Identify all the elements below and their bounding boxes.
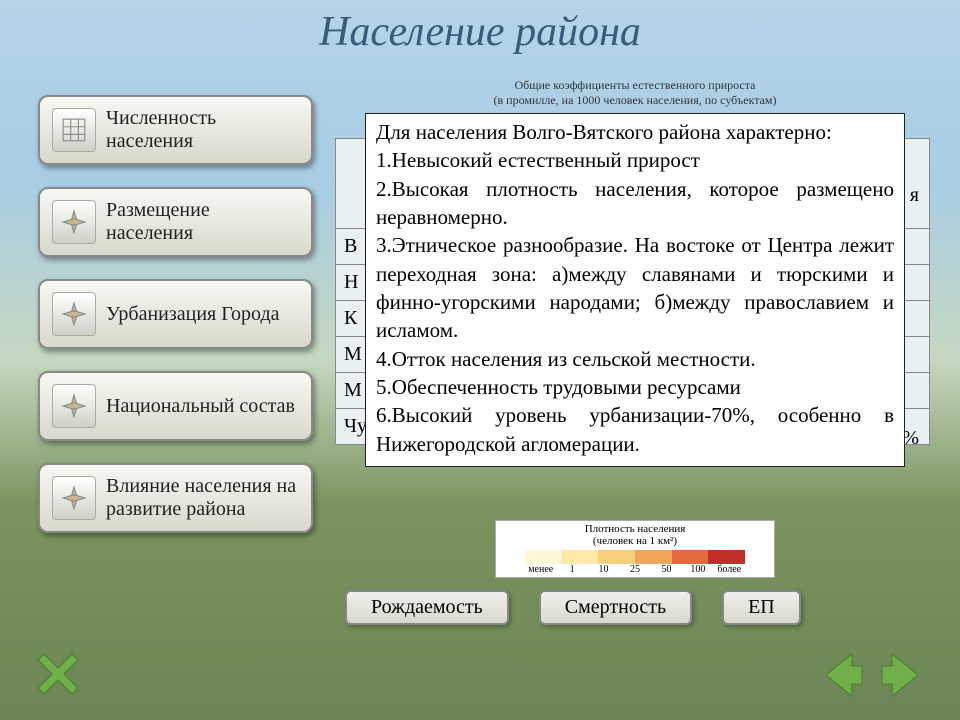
bottom-buttons: Рождаемость Смертность ЕП <box>335 590 930 625</box>
compass-icon <box>52 476 96 520</box>
sidebar-item-population-count[interactable]: Численность населения <box>38 95 313 165</box>
next-arrow-icon[interactable] <box>876 648 930 702</box>
content-area: Общие коэффициенты естественного прирост… <box>335 78 930 623</box>
sidebar: Численность населения Размещение населен… <box>38 95 313 533</box>
sidebar-item-label: Размещение населения <box>106 199 299 245</box>
death-rate-button[interactable]: Смертность <box>539 590 692 625</box>
prev-arrow-icon[interactable] <box>814 648 868 702</box>
sidebar-item-influence[interactable]: Влияние населения на развитие района <box>38 463 313 533</box>
nav-arrows <box>814 648 930 702</box>
birth-rate-button[interactable]: Рождаемость <box>345 590 509 625</box>
natural-growth-button[interactable]: ЕП <box>722 590 801 625</box>
chart-subtitle: Общие коэффициенты естественного прирост… <box>380 78 890 108</box>
sidebar-item-label: Влияние населения на развитие района <box>106 475 299 521</box>
sidebar-item-urbanization[interactable]: Урбанизация Города <box>38 279 313 349</box>
compass-icon <box>52 200 96 244</box>
sidebar-item-label: Урбанизация Города <box>106 303 280 326</box>
close-button[interactable] <box>30 646 86 702</box>
page-title: Население района <box>0 0 960 64</box>
density-legend: Плотность населения (человек на 1 км²) м… <box>495 520 775 578</box>
sidebar-item-national[interactable]: Национальный состав <box>38 371 313 441</box>
sidebar-item-distribution[interactable]: Размещение населения <box>38 187 313 257</box>
compass-icon <box>52 292 96 336</box>
info-card: Для населения Волго-Вятского района хара… <box>365 113 905 467</box>
compass-icon <box>52 384 96 428</box>
sidebar-item-label: Численность населения <box>106 107 299 153</box>
sidebar-item-label: Национальный состав <box>106 395 295 418</box>
grid-icon <box>52 108 96 152</box>
